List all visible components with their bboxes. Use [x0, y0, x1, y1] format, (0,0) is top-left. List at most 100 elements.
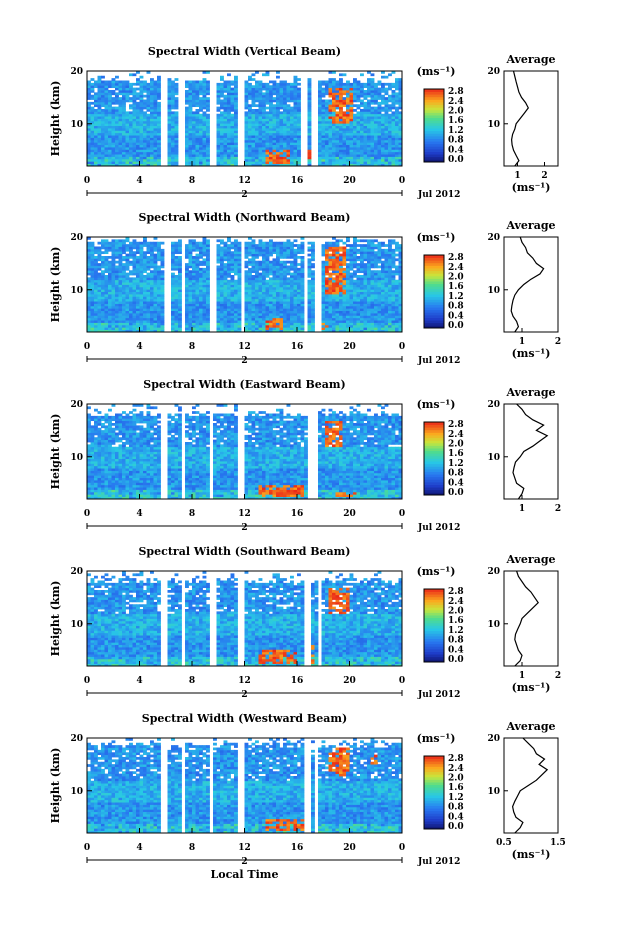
heatmap-cell [125, 329, 130, 333]
heatmap-cell [115, 310, 119, 314]
heatmap-cell [108, 94, 112, 98]
heatmap-cell [195, 90, 200, 93]
heatmap-cell [251, 147, 256, 150]
heatmap-cell [307, 125, 312, 129]
heatmap-cell [122, 144, 126, 148]
heatmap-cell [227, 147, 231, 150]
heatmap-cell [283, 123, 287, 127]
heatmap-cell [111, 78, 116, 81]
heatmap-cell [283, 87, 287, 91]
heatmap-cell [167, 147, 172, 150]
heatmap-cell [279, 296, 284, 300]
heatmap-cell [220, 78, 224, 81]
heatmap-cell [230, 82, 235, 86]
heatmap-cell [251, 246, 256, 250]
heatmap-cell [139, 284, 144, 288]
heatmap-cell [192, 135, 196, 138]
heatmap-cell [216, 106, 221, 110]
heatmap-cell [370, 94, 375, 98]
heatmap-cell [111, 275, 116, 278]
heatmap-cell [370, 128, 375, 131]
heatmap-cell [377, 123, 382, 127]
heatmap-cell [167, 142, 172, 146]
heatmap-cell [160, 315, 165, 319]
heatmap-cell [195, 313, 200, 316]
heatmap-cell [122, 317, 126, 321]
heatmap-cell [353, 128, 357, 131]
heatmap-cell [370, 158, 375, 162]
heatmap-cell [132, 256, 137, 259]
heatmap-cell [122, 154, 126, 157]
heatmap-cell [244, 322, 249, 326]
heatmap-cell [115, 156, 119, 160]
heatmap-cell [360, 118, 364, 122]
heatmap-cell [262, 301, 266, 304]
heatmap-cell [332, 97, 336, 100]
heatmap-cell [377, 128, 382, 131]
heatmap-cell [237, 248, 242, 252]
heatmap-cell [122, 301, 126, 304]
heatmap-cell [349, 92, 354, 96]
heatmap-cell [346, 130, 350, 134]
heatmap-cell [192, 99, 196, 103]
heatmap-cell [237, 256, 242, 259]
heatmap-cell [122, 239, 126, 243]
heatmap-cell [248, 163, 252, 167]
heatmap-cell [90, 258, 95, 262]
heatmap-cell [153, 109, 158, 112]
heatmap-cell [192, 301, 196, 304]
heatmap-cell [251, 251, 256, 255]
heatmap-cell [255, 123, 259, 127]
heatmap-cell [367, 85, 371, 89]
heatmap-cell [139, 163, 144, 167]
heatmap-cell [111, 239, 116, 243]
heatmap-cell [150, 327, 154, 331]
heatmap-cell [188, 265, 193, 269]
heatmap-cell [276, 324, 280, 328]
heatmap-cell [227, 239, 231, 243]
heatmap-cell [227, 310, 231, 314]
heatmap-cell [311, 258, 315, 262]
heatmap-cell [174, 147, 179, 150]
heatmap-cell [192, 248, 196, 252]
heatmap-cell [185, 251, 189, 255]
heatmap-cell [255, 308, 259, 312]
heatmap-cell [248, 246, 252, 250]
heatmap-cell [199, 267, 203, 271]
heatmap-cell [286, 253, 291, 257]
heatmap-cell [311, 289, 315, 293]
heatmap-cell [234, 142, 238, 146]
heatmap-cell [132, 291, 137, 295]
heatmap-cell [171, 156, 175, 160]
heatmap-cell [272, 149, 277, 153]
heatmap-cell [339, 104, 343, 108]
heatmap-cell [248, 87, 252, 91]
heatmap-cell [90, 139, 95, 143]
heatmap-cell [300, 251, 305, 255]
heatmap-cell [251, 320, 256, 323]
heatmap-cell [157, 156, 161, 160]
heatmap-cell [286, 116, 291, 119]
heatmap-cell [132, 151, 137, 155]
heatmap-cell [220, 149, 224, 153]
heatmap-cell [94, 161, 98, 165]
heatmap-cell [216, 82, 221, 86]
heatmap-cell [258, 94, 263, 98]
heatmap-cell [111, 310, 116, 314]
heatmap-cell [262, 320, 266, 323]
heatmap-cell [171, 289, 175, 293]
heatmap-cell [188, 320, 193, 323]
heatmap-cell [349, 120, 354, 124]
heatmap-cell [118, 253, 123, 257]
heatmap-cell [188, 144, 193, 148]
colorbar-unit: (ms⁻¹) [417, 65, 456, 78]
heatmap-cell [185, 90, 189, 93]
heatmap-cell [220, 315, 224, 319]
heatmap-cell [122, 267, 126, 271]
heatmap-cell [101, 123, 105, 127]
heatmap-cell [160, 327, 165, 331]
heatmap-cell [356, 154, 361, 157]
heatmap-cell [188, 139, 193, 143]
heatmap-cell [220, 275, 224, 278]
heatmap-cell [108, 275, 112, 278]
